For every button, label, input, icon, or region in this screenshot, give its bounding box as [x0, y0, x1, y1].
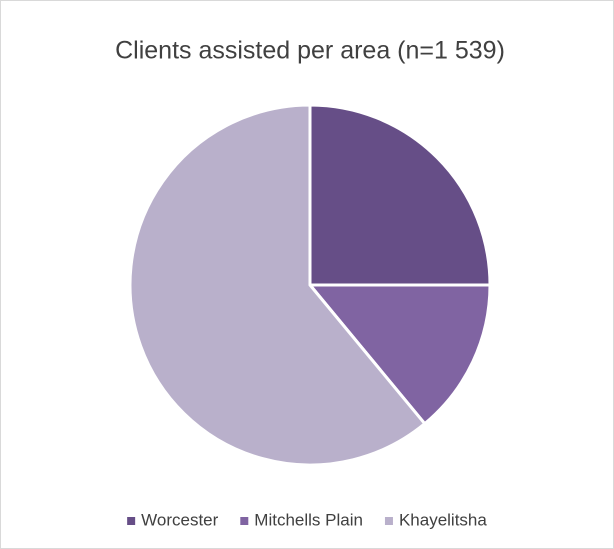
- legend-swatch: [240, 517, 249, 525]
- legend-swatch: [384, 517, 393, 525]
- pie-slice: [308, 103, 492, 287]
- legend-label: Worcester: [141, 510, 218, 529]
- legend-label: Mitchells Plain: [254, 510, 363, 529]
- pie-slice: [306, 283, 492, 426]
- pie-slice: [128, 103, 427, 467]
- chart-title: Clients assisted per area (n=1 539): [115, 37, 505, 65]
- legend-label: Khayelitsha: [399, 510, 487, 529]
- legend-swatch: [127, 517, 136, 525]
